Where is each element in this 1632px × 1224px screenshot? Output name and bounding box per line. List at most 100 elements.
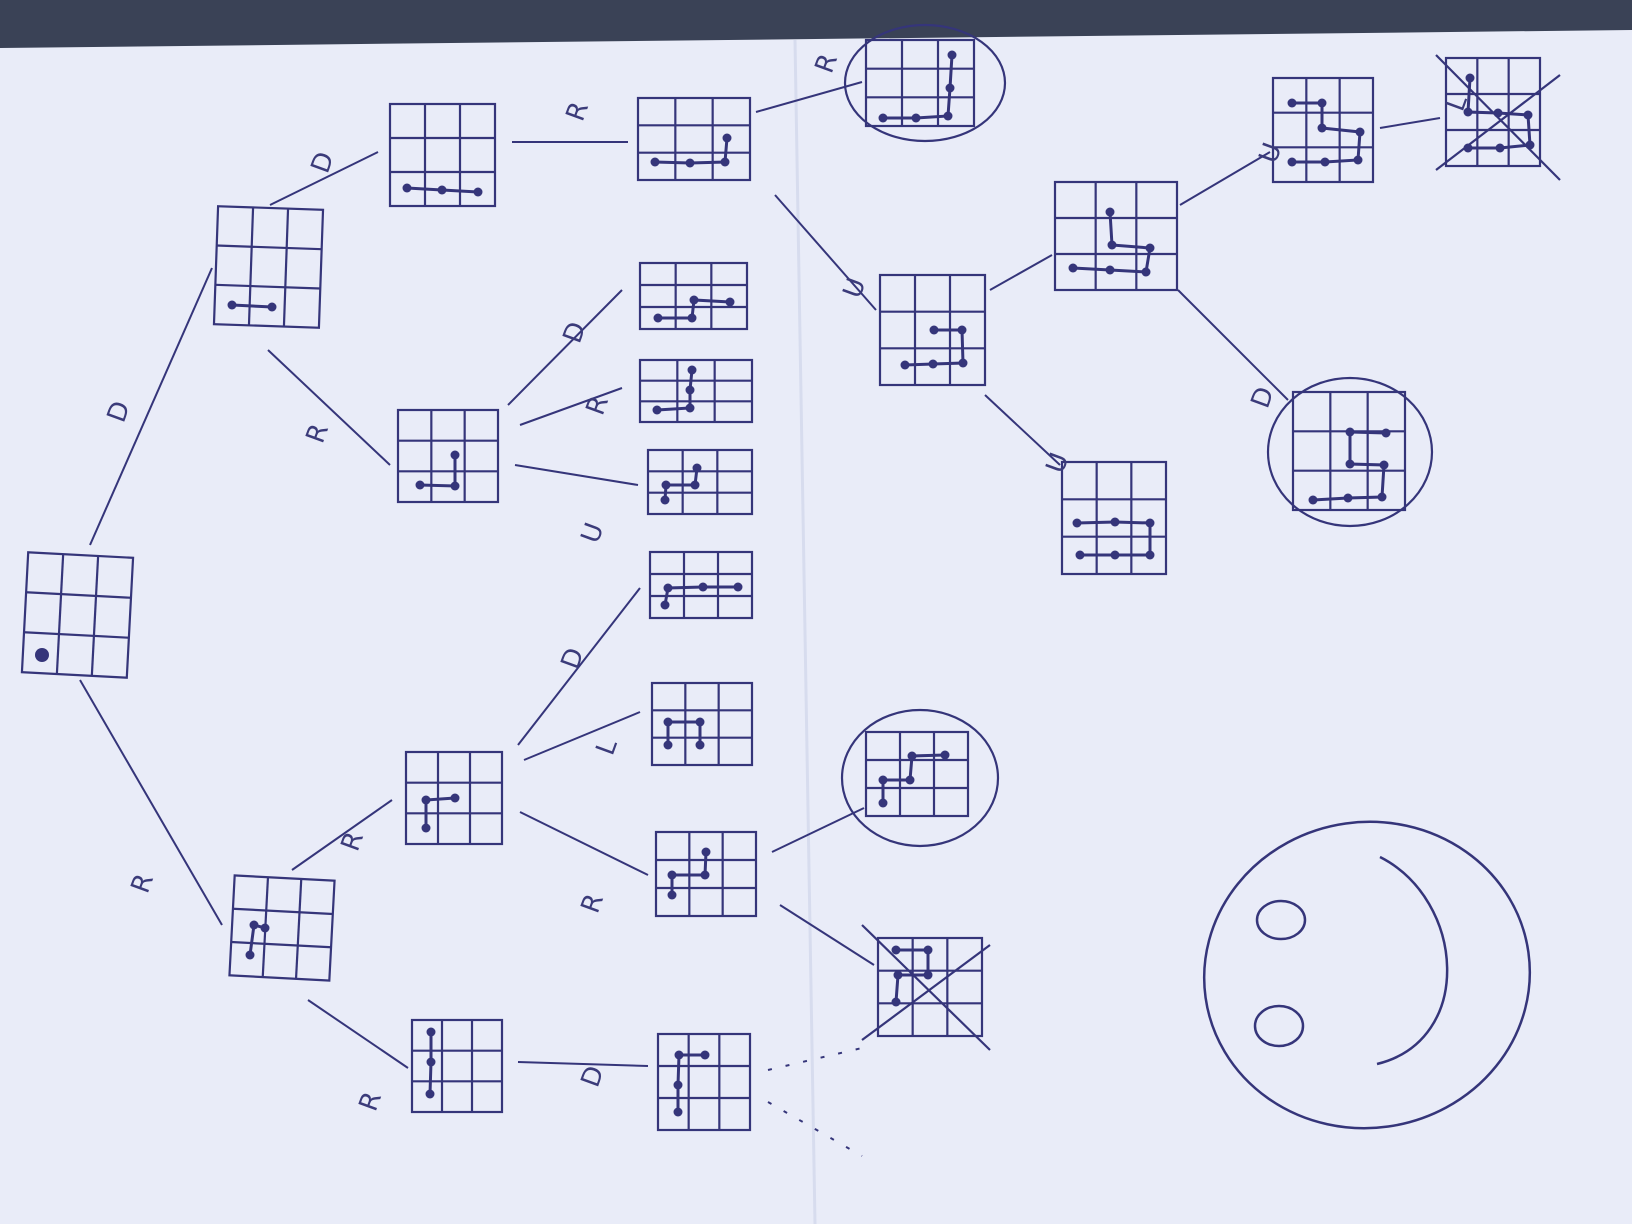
path-rdrr-dot bbox=[878, 798, 888, 808]
path-rdl-dot bbox=[663, 740, 673, 750]
edge-ddruuu-final bbox=[1379, 117, 1441, 129]
path-dru-dot bbox=[661, 480, 671, 490]
paper-sheet bbox=[0, 30, 1632, 1224]
grid-d-vline bbox=[282, 208, 290, 327]
grid-drr bbox=[638, 358, 754, 424]
grid-dru bbox=[646, 448, 754, 516]
path-ddruu-alt-line bbox=[1076, 520, 1152, 557]
path-rdrd-dot bbox=[923, 945, 933, 955]
path-rdrd-dot bbox=[891, 945, 901, 955]
path-ddruu-alt-dot bbox=[1110, 550, 1120, 560]
path-ddr-dot bbox=[722, 133, 732, 143]
path-final-dot bbox=[1463, 107, 1473, 117]
edge-r-rr bbox=[307, 999, 409, 1069]
grid-final-crossed bbox=[1444, 56, 1542, 168]
grid-ddruu-frame bbox=[1053, 180, 1179, 292]
path-ddruu-alt-dot bbox=[1072, 518, 1082, 528]
edge-rr-rrd bbox=[517, 1061, 649, 1067]
path-ddruu-alt-dot bbox=[1110, 517, 1120, 527]
smiley-mouth bbox=[1376, 855, 1449, 1066]
path-dru-dot bbox=[692, 463, 702, 473]
path-rrd-dot bbox=[674, 1050, 684, 1060]
path-dd-dot bbox=[437, 185, 447, 195]
grid-root-vline bbox=[90, 555, 100, 676]
path-ddr-dot bbox=[650, 157, 660, 167]
path-root-dot bbox=[35, 648, 49, 662]
path-dr-dot bbox=[450, 450, 460, 460]
grid-root-hline bbox=[23, 631, 129, 639]
grid-d-hline bbox=[216, 244, 322, 251]
path-dru-dot bbox=[690, 480, 700, 490]
grid-dru-frame bbox=[646, 448, 754, 516]
grid-drr-frame bbox=[638, 358, 754, 424]
edge-root-d bbox=[89, 267, 213, 546]
path-rd-dot bbox=[421, 823, 431, 833]
path-rr-dot bbox=[425, 1089, 435, 1099]
path-rrd-line bbox=[676, 1053, 705, 1112]
path-r-dot bbox=[249, 920, 259, 930]
grid-rdrd-crossed-frame bbox=[876, 936, 984, 1038]
path-rdrr-dot bbox=[907, 751, 917, 761]
grid-root-frame bbox=[20, 551, 135, 679]
path-drd-dot bbox=[687, 313, 697, 323]
path-d-dot bbox=[227, 300, 237, 310]
path-rdl-line bbox=[666, 720, 702, 745]
grid-dr-frame bbox=[396, 408, 500, 504]
grid-ddrr bbox=[864, 38, 976, 128]
path-dru-line bbox=[663, 467, 699, 501]
grid-ddru-frame bbox=[878, 273, 987, 387]
path-ddru-dot bbox=[929, 325, 939, 335]
path-ddruu-line bbox=[1072, 211, 1152, 274]
path-rdrd-dot bbox=[923, 970, 933, 980]
edge-rdr-rdrr bbox=[771, 807, 865, 853]
path-drr-dot bbox=[685, 385, 695, 395]
smiley-head bbox=[1202, 820, 1532, 1130]
path-final-dot bbox=[1465, 73, 1475, 83]
smiley-eye-bottom bbox=[1253, 1004, 1305, 1048]
path-drd-dot bbox=[653, 313, 663, 323]
path-final-dot bbox=[1463, 143, 1473, 153]
edge-rd-rdr bbox=[519, 811, 649, 876]
path-final-dot bbox=[1495, 143, 1505, 153]
grid-root-hline bbox=[26, 591, 132, 599]
path-rdr-line bbox=[670, 851, 708, 895]
path-rdrr-dot bbox=[940, 750, 950, 760]
grid-drd bbox=[638, 261, 749, 331]
path-ddruu-alt-dot bbox=[1075, 550, 1085, 560]
grid-r-frame bbox=[228, 874, 336, 982]
grid-rdr-frame bbox=[654, 830, 758, 918]
path-ddruuu-dot bbox=[1355, 127, 1365, 137]
path-final-dot bbox=[1523, 110, 1533, 120]
grid-rdl-frame bbox=[650, 681, 754, 767]
path-ddruuu-dot bbox=[1320, 157, 1330, 167]
edge-d-dr bbox=[267, 349, 391, 466]
grid-ddr-frame bbox=[636, 96, 752, 182]
path-drd-line bbox=[658, 298, 731, 320]
path-ddrr-dot bbox=[947, 50, 957, 60]
path-ddr-line bbox=[654, 137, 729, 165]
path-ddruu-alt-dot bbox=[1145, 518, 1155, 528]
paths bbox=[35, 50, 1535, 1117]
edge-dr-drr bbox=[519, 387, 623, 426]
path-ddruu-alt-dot bbox=[1145, 550, 1155, 560]
path-rdr-dot bbox=[667, 890, 677, 900]
edge-dr-dru bbox=[514, 464, 639, 486]
edge-rd-rdl bbox=[523, 711, 641, 761]
path-rdr-dot bbox=[667, 870, 677, 880]
path-rrd-dot bbox=[673, 1107, 683, 1117]
path-ddru-dot bbox=[900, 360, 910, 370]
grid-r-hline bbox=[232, 907, 333, 916]
path-ddruud-dot bbox=[1381, 428, 1391, 438]
path-ddruud-dot bbox=[1308, 495, 1318, 505]
path-ddruud-dot bbox=[1345, 459, 1355, 469]
grid-d-frame bbox=[212, 205, 325, 329]
grid-dr bbox=[396, 408, 500, 504]
grid-rd-frame bbox=[404, 750, 504, 846]
path-r-dot bbox=[245, 950, 255, 960]
path-rrd-dot bbox=[673, 1080, 683, 1090]
path-ddruuu-dot bbox=[1287, 157, 1297, 167]
path-ddruud-dot bbox=[1379, 460, 1389, 470]
dots-rrd-b bbox=[767, 1101, 863, 1157]
path-ddrr-dot bbox=[943, 111, 953, 121]
